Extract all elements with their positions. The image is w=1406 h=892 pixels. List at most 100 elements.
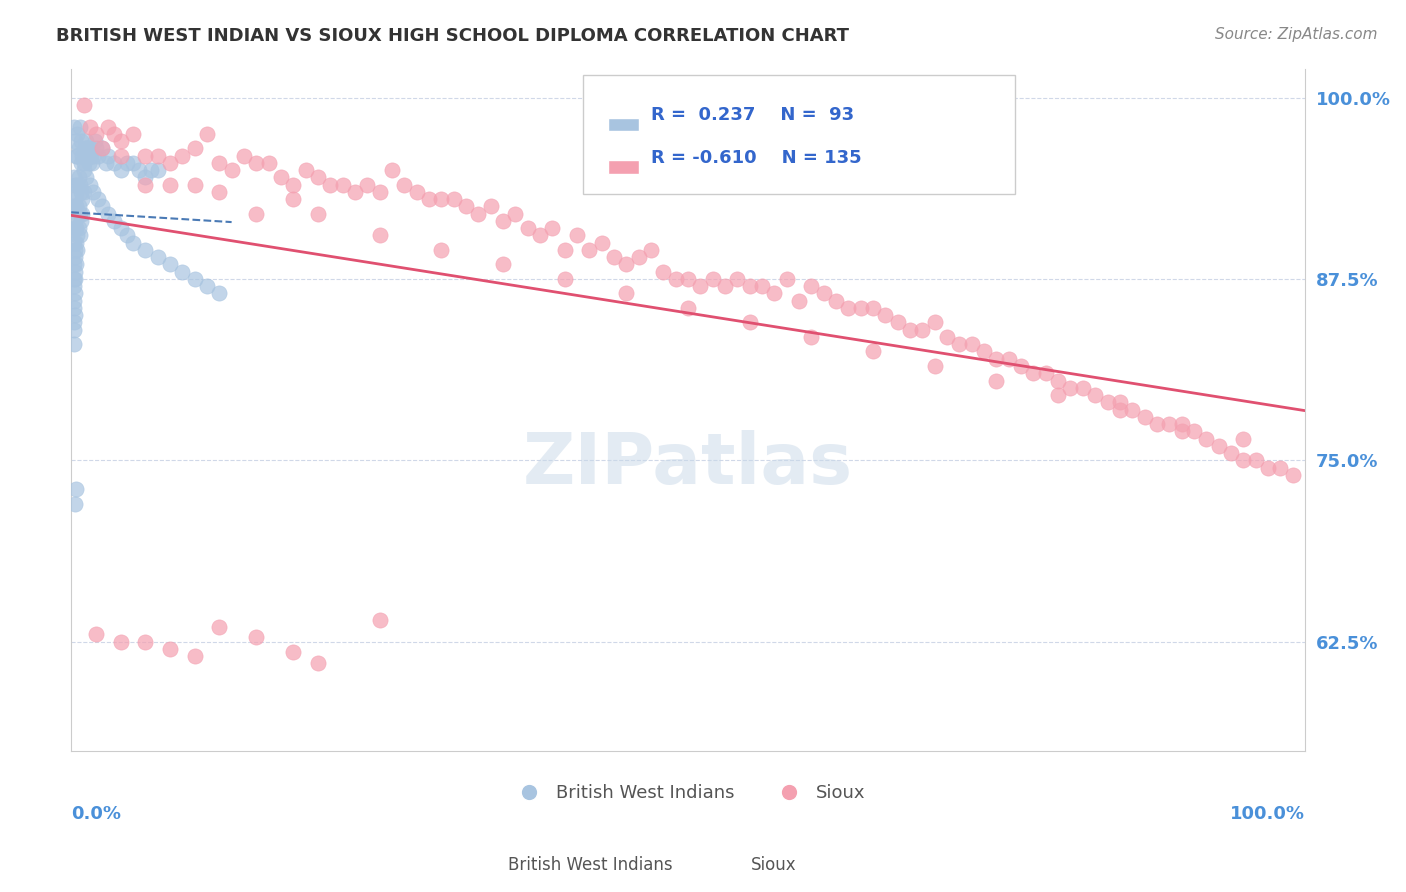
Point xyxy=(70,185,93,199)
Point xyxy=(63,192,86,206)
Point xyxy=(862,301,884,315)
Point xyxy=(1035,366,1057,380)
Point xyxy=(825,293,848,308)
Point xyxy=(591,235,613,250)
Point xyxy=(65,235,87,250)
Point xyxy=(813,286,835,301)
Point xyxy=(208,185,231,199)
Point xyxy=(1281,467,1303,482)
Point xyxy=(69,178,91,192)
Point xyxy=(208,156,231,170)
Point xyxy=(307,206,329,220)
Point xyxy=(368,185,391,199)
Point xyxy=(66,148,89,162)
Point xyxy=(1071,381,1094,395)
Point xyxy=(76,141,98,155)
Point xyxy=(1208,439,1230,453)
Point xyxy=(343,185,366,199)
Point xyxy=(146,250,169,264)
Point xyxy=(72,192,94,206)
Point xyxy=(381,163,404,178)
Point xyxy=(627,250,650,264)
Point xyxy=(208,286,231,301)
Point xyxy=(1121,402,1143,417)
Point xyxy=(516,221,538,235)
Point xyxy=(492,257,515,271)
Point xyxy=(973,344,995,359)
Point xyxy=(62,293,84,308)
Point xyxy=(62,235,84,250)
Point xyxy=(94,156,117,170)
Point xyxy=(134,634,156,648)
Point xyxy=(62,301,84,315)
Point xyxy=(356,178,378,192)
Point xyxy=(75,134,97,148)
Point xyxy=(110,163,132,178)
Point xyxy=(146,148,169,162)
Point xyxy=(676,272,699,286)
Point xyxy=(84,127,107,141)
Point xyxy=(79,141,101,155)
Point xyxy=(578,243,600,257)
Point xyxy=(283,645,305,659)
Point xyxy=(541,221,564,235)
Point xyxy=(134,148,156,162)
Point xyxy=(82,156,104,170)
Point xyxy=(62,272,84,286)
Point xyxy=(65,199,87,213)
Text: R = -0.610    N = 135: R = -0.610 N = 135 xyxy=(651,149,862,167)
Point xyxy=(887,316,910,330)
Point xyxy=(146,163,169,178)
Text: ZIPatlas: ZIPatlas xyxy=(523,430,853,499)
Point xyxy=(65,257,87,271)
Point xyxy=(141,163,163,178)
Point xyxy=(70,156,93,170)
Point xyxy=(79,120,101,134)
FancyBboxPatch shape xyxy=(607,118,638,131)
Point xyxy=(294,163,316,178)
Point xyxy=(208,620,231,634)
Point xyxy=(82,148,104,162)
Point xyxy=(603,250,626,264)
Point xyxy=(91,199,114,213)
Point xyxy=(1195,432,1218,446)
Point xyxy=(554,243,576,257)
Point xyxy=(492,214,515,228)
Point xyxy=(307,170,329,185)
Point xyxy=(159,642,181,657)
Point xyxy=(1170,417,1192,431)
Point xyxy=(368,613,391,627)
Point xyxy=(948,337,970,351)
Point xyxy=(924,316,946,330)
Point xyxy=(960,337,983,351)
Point xyxy=(986,351,1008,366)
Point xyxy=(1108,395,1130,409)
Point xyxy=(1047,374,1070,388)
Point xyxy=(418,192,440,206)
Point xyxy=(63,286,86,301)
Point xyxy=(122,235,145,250)
Point xyxy=(65,483,87,497)
Point xyxy=(84,627,107,641)
Text: Source: ZipAtlas.com: Source: ZipAtlas.com xyxy=(1215,27,1378,42)
Point xyxy=(1232,453,1254,467)
Point xyxy=(63,308,86,322)
Point xyxy=(62,337,84,351)
Point xyxy=(924,359,946,373)
Point xyxy=(368,228,391,243)
Point xyxy=(69,120,91,134)
Point xyxy=(91,141,114,155)
Point xyxy=(1219,446,1241,460)
Point xyxy=(233,148,256,162)
Point xyxy=(84,141,107,155)
Point xyxy=(91,141,114,155)
Point xyxy=(62,120,84,134)
Point xyxy=(62,221,84,235)
Point xyxy=(283,178,305,192)
Point xyxy=(725,272,748,286)
Point xyxy=(245,206,267,220)
Point xyxy=(1146,417,1168,431)
Point xyxy=(77,156,100,170)
Point xyxy=(319,178,342,192)
Point xyxy=(738,316,761,330)
